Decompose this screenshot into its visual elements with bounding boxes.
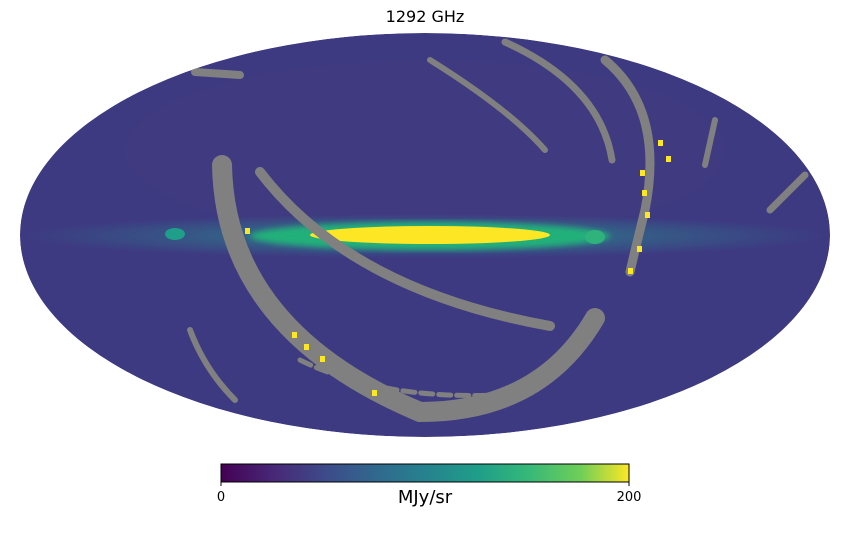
saturated-point bbox=[642, 190, 647, 196]
saturated-point bbox=[658, 140, 663, 146]
sky-high-lat-region bbox=[125, 60, 725, 240]
mask-arc bbox=[766, 171, 809, 214]
mask-arc bbox=[600, 55, 655, 277]
saturated-points bbox=[245, 140, 671, 396]
saturated-point bbox=[628, 268, 633, 274]
mask-arc bbox=[191, 68, 244, 79]
mask-arc bbox=[255, 167, 555, 331]
saturated-point bbox=[640, 170, 645, 176]
mask-arc bbox=[702, 117, 718, 168]
colorbar-tick-label-max: 200 bbox=[617, 490, 642, 505]
mask-arc bbox=[297, 357, 503, 399]
saturated-point bbox=[320, 356, 325, 362]
saturated-point bbox=[372, 390, 377, 396]
saturated-point bbox=[637, 246, 642, 252]
mask-arc bbox=[187, 327, 238, 403]
colorbar-unit-label: MJy/sr bbox=[398, 487, 453, 508]
saturated-point bbox=[245, 228, 250, 234]
colorbar-tick-label-min: 0 bbox=[217, 490, 225, 505]
chart-title: 1292 GHz bbox=[386, 7, 465, 26]
sky-map bbox=[20, 33, 830, 437]
plane-hotspot bbox=[585, 230, 605, 244]
plane-hotspot bbox=[165, 228, 185, 240]
mask-arc bbox=[427, 57, 548, 153]
galactic-center-saturated bbox=[310, 226, 550, 244]
saturated-point bbox=[666, 156, 671, 162]
saturated-point bbox=[304, 344, 309, 350]
masked-regions bbox=[187, 38, 809, 423]
saturated-point bbox=[645, 212, 650, 218]
colorbar: 0 200 MJy/sr bbox=[217, 463, 642, 508]
saturated-point bbox=[292, 332, 297, 338]
mask-arc bbox=[212, 155, 605, 423]
mask-arc bbox=[501, 38, 616, 164]
colorbar-gradient bbox=[220, 463, 630, 483]
